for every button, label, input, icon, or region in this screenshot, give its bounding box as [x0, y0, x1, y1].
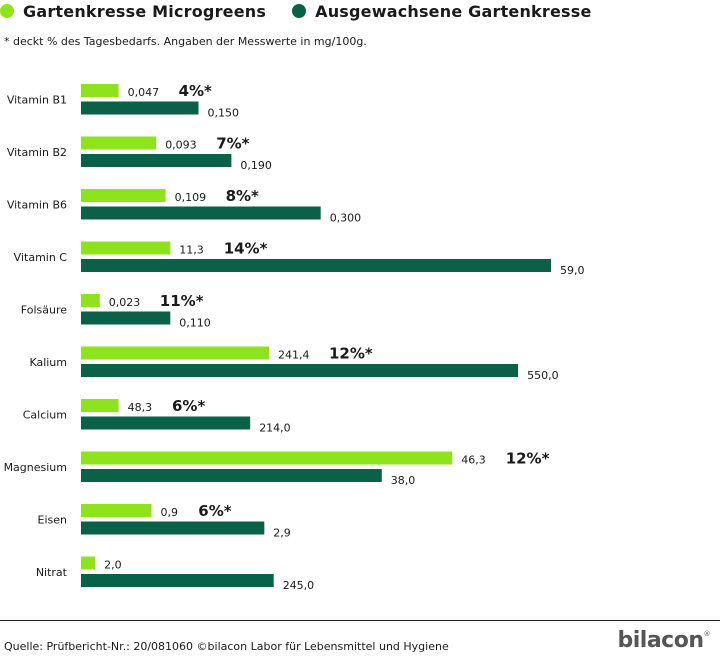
- value-label-microgreens: 46,3: [461, 454, 486, 467]
- bar-grown: [81, 364, 519, 377]
- legend-swatch-grown: [292, 4, 307, 18]
- bar-microgreens: [81, 399, 119, 412]
- legend: Gartenkresse Microgreens Ausgewachsene G…: [0, 0, 618, 22]
- value-label-microgreens: 0,109: [175, 191, 207, 204]
- value-label-grown: 59,0: [560, 264, 585, 277]
- legend-item-grown: Ausgewachsene Gartenkresse: [292, 2, 591, 21]
- category-label: Folsäure: [21, 303, 67, 316]
- value-label-microgreens: 48,3: [128, 401, 153, 414]
- bar-grown: [81, 416, 251, 430]
- value-label-microgreens: 241,4: [278, 349, 310, 362]
- value-label-grown: 0,190: [240, 159, 272, 172]
- bar-microgreens: [81, 451, 453, 465]
- value-label-microgreens: 0,023: [109, 296, 141, 309]
- bar-microgreens: [81, 556, 96, 570]
- legend-item-microgreens: Gartenkresse Microgreens: [0, 2, 266, 21]
- category-label: Eisen: [38, 513, 68, 526]
- divider: [0, 620, 720, 621]
- daily-value-percent: 4%*: [179, 82, 212, 100]
- category-label: Vitamin C: [14, 251, 68, 264]
- value-label-microgreens: 0,047: [128, 86, 160, 99]
- value-label-grown: 550,0: [527, 369, 559, 382]
- bar-microgreens: [81, 294, 100, 307]
- value-label-grown: 2,9: [273, 527, 291, 540]
- value-label-microgreens: 2,0: [104, 559, 122, 572]
- daily-value-percent: 12%*: [329, 345, 373, 363]
- bar-grown: [81, 206, 321, 220]
- legend-label-grown: Ausgewachsene Gartenkresse: [315, 1, 592, 21]
- bar-grown: [81, 101, 199, 115]
- category-label: Vitamin B1: [7, 93, 67, 106]
- legend-label-microgreens: Gartenkresse Microgreens: [23, 1, 267, 21]
- bar-grown: [81, 311, 171, 325]
- daily-value-percent: 8%*: [226, 187, 259, 205]
- bar-grown: [81, 154, 232, 167]
- category-label: Vitamin B6: [7, 198, 67, 211]
- value-label-grown: 0,150: [208, 107, 240, 120]
- daily-value-percent: 12%*: [506, 450, 550, 468]
- daily-value-percent: 6%*: [172, 397, 205, 415]
- value-label-grown: 0,110: [179, 317, 211, 330]
- legend-swatch-microgreens: [0, 4, 14, 18]
- bar-microgreens: [81, 504, 152, 517]
- bilacon-logo: bilacon®: [617, 628, 711, 653]
- value-label-grown: 245,0: [283, 579, 315, 592]
- category-label: Calcium: [23, 408, 67, 421]
- bar-microgreens: [81, 84, 119, 97]
- bar-grown: [81, 259, 551, 272]
- daily-value-percent: 11%*: [160, 292, 204, 310]
- category-label: Kalium: [29, 356, 67, 369]
- bar-grown: [81, 574, 274, 587]
- value-label-microgreens: 0,093: [165, 139, 197, 152]
- bar-grown: [81, 521, 265, 535]
- value-label-microgreens: 11,3: [179, 244, 204, 257]
- daily-value-percent: 14%*: [224, 240, 268, 258]
- bar-grown: [81, 469, 382, 482]
- category-label: Nitrat: [36, 566, 68, 579]
- source-citation: Quelle: Prüfbericht-Nr.: 20/081060 ©bila…: [4, 640, 449, 653]
- daily-value-percent: 7%*: [216, 135, 249, 153]
- value-label-grown: 0,300: [330, 212, 362, 225]
- bar-microgreens: [81, 189, 166, 202]
- bar-chart: Vitamin B1 0,047 0,150 4%* Vitamin B2 0,093 0,…: [4, 82, 585, 592]
- bar-microgreens: [81, 346, 269, 360]
- category-label: Magnesium: [4, 461, 67, 474]
- footnote: * deckt % des Tagesbedarfs. Angaben der …: [4, 35, 367, 48]
- value-label-grown: 214,0: [259, 422, 291, 435]
- value-label-microgreens: 0,9: [161, 506, 179, 519]
- category-label: Vitamin B2: [7, 146, 67, 159]
- bar-microgreens: [81, 241, 171, 255]
- value-label-grown: 38,0: [391, 474, 416, 487]
- bar-microgreens: [81, 136, 157, 150]
- daily-value-percent: 6%*: [198, 502, 231, 520]
